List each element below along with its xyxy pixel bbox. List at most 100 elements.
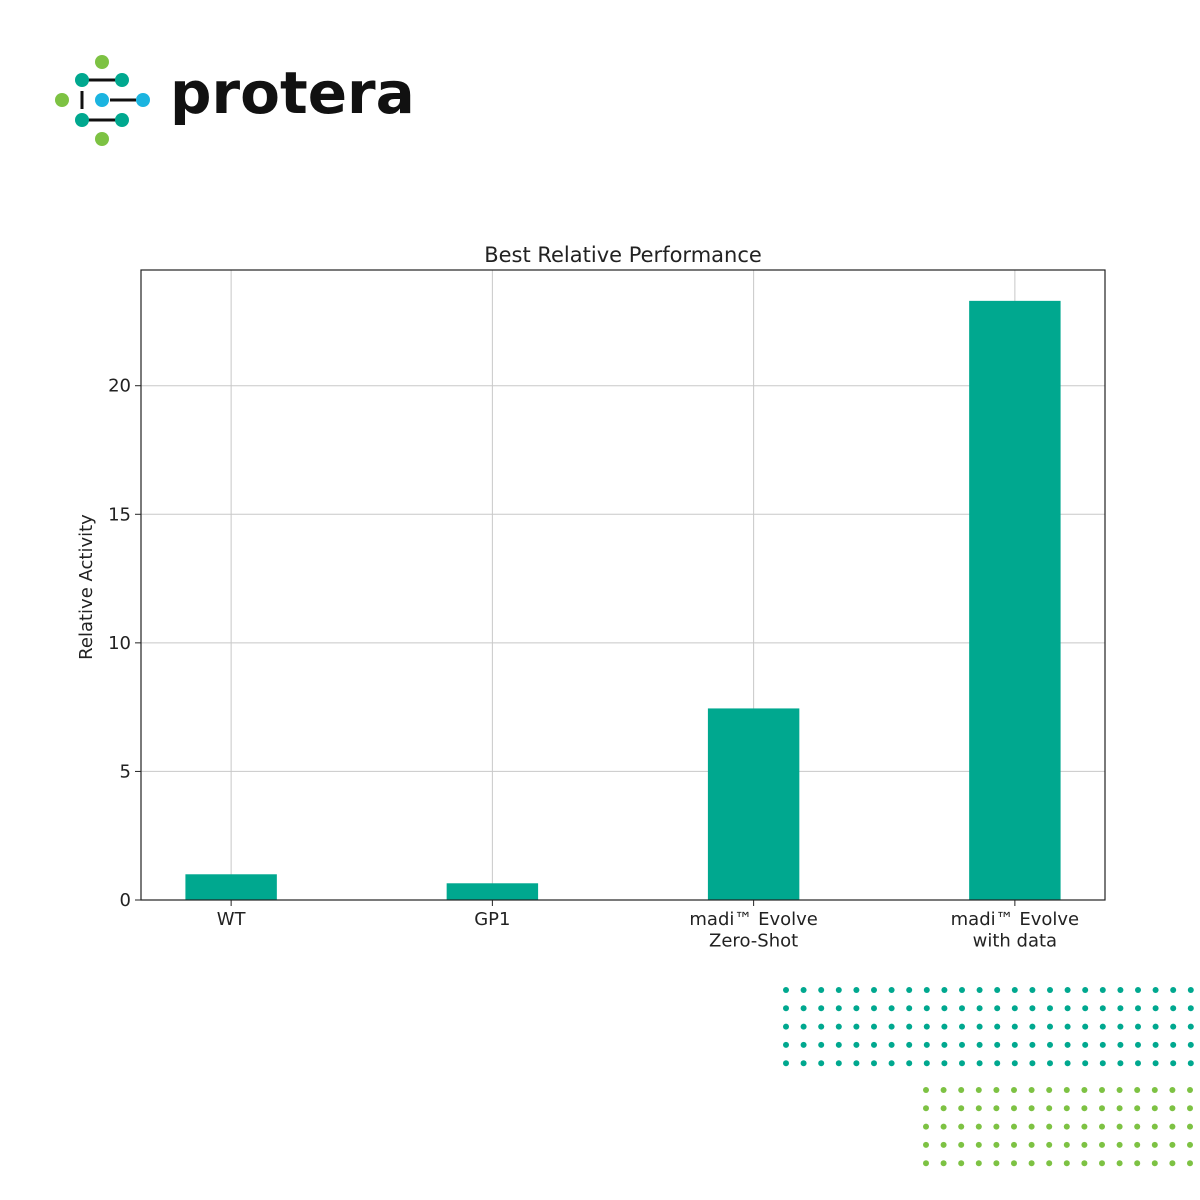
decor-dot <box>1151 1160 1158 1167</box>
decor-dot <box>1170 1005 1177 1012</box>
decor-dot <box>959 1041 965 1048</box>
decor-dot <box>1134 1087 1141 1093</box>
decor-dot <box>923 1023 930 1030</box>
decor-dot <box>906 1041 913 1048</box>
decor-dot <box>906 1023 913 1030</box>
decor-dot <box>1169 1123 1176 1130</box>
decor-dot <box>1082 1005 1089 1012</box>
decor-dot <box>993 1160 1000 1167</box>
decor-dot <box>994 1041 1001 1048</box>
decor-dot <box>835 1005 842 1012</box>
decor-dot <box>906 1005 913 1012</box>
decor-dot <box>1028 1105 1035 1112</box>
decor-dot <box>1152 987 1159 993</box>
decor-dot <box>800 1023 807 1030</box>
decor-dot <box>1011 1023 1018 1030</box>
decor-dot <box>1134 1105 1141 1112</box>
decor-dot <box>959 987 965 993</box>
decor-dot <box>1011 1141 1017 1148</box>
decor-dot <box>1064 1060 1071 1067</box>
decor-dot <box>975 1141 982 1148</box>
decor-dot <box>1187 987 1194 993</box>
decor-dot <box>1135 1060 1141 1067</box>
decor-dot <box>940 1160 947 1167</box>
decor-dot <box>1046 1105 1053 1112</box>
decor-dot <box>853 987 860 993</box>
decor-dot <box>975 1105 982 1112</box>
decor-dot <box>1187 1160 1193 1167</box>
decor-dot <box>941 987 948 993</box>
decor-dot <box>1011 1041 1018 1048</box>
decor-dot <box>994 1005 1001 1012</box>
decor-dot <box>1099 1105 1105 1112</box>
decor-dot <box>1047 1041 1053 1048</box>
decor-dot <box>1011 987 1018 993</box>
decor-dot <box>1047 987 1053 993</box>
decor-dot <box>1099 987 1106 993</box>
decor-dot <box>800 1005 807 1012</box>
decor-dot <box>1099 1087 1105 1093</box>
decor-dot <box>958 1160 965 1167</box>
decor-dot <box>1011 1160 1017 1167</box>
x-tick-label: madi™ Evolve Zero-Shot <box>689 909 817 952</box>
decor-dot <box>1116 1105 1123 1112</box>
decor-dot <box>871 987 877 993</box>
decor-dot <box>1187 1023 1194 1030</box>
decor-dot <box>1117 987 1124 993</box>
decor-dot <box>1011 1060 1018 1067</box>
decor-dot <box>800 987 807 993</box>
decor-dot <box>959 1060 965 1067</box>
decor-dot <box>976 1023 983 1030</box>
decor-dot <box>975 1123 982 1130</box>
decor-dot <box>818 1005 825 1012</box>
decor-dot <box>1063 1087 1070 1093</box>
decor-dot <box>818 1023 825 1030</box>
decor-dot <box>941 1005 948 1012</box>
decor-dot <box>976 987 983 993</box>
decor-dot <box>800 1041 807 1048</box>
decor-dot <box>1151 1087 1158 1093</box>
decor-dot <box>1081 1105 1088 1112</box>
y-tick-label: 20 <box>108 376 131 397</box>
decor-dot <box>1169 1141 1176 1148</box>
decor-dot <box>976 1041 983 1048</box>
decor-dot <box>1117 1005 1124 1012</box>
decor-dot <box>975 1160 982 1167</box>
decor-dot <box>1099 1023 1106 1030</box>
plot-frame <box>140 269 1106 901</box>
decor-dot <box>1064 1023 1071 1030</box>
decor-dot <box>975 1087 982 1093</box>
decor-dot <box>1029 1023 1036 1030</box>
decor-dot <box>818 987 825 993</box>
decor-dot <box>1099 1141 1105 1148</box>
decor-dot <box>958 1141 965 1148</box>
decor-dot <box>993 1087 1000 1093</box>
decor-dot <box>958 1123 965 1130</box>
decor-dot <box>923 1087 929 1093</box>
decor-dot <box>1116 1141 1123 1148</box>
decor-dot <box>1064 987 1071 993</box>
decor-dot <box>1169 1105 1176 1112</box>
decor-dot <box>783 1060 789 1067</box>
decor-dot <box>888 1060 895 1067</box>
chart-title: Best Relative Performance <box>484 243 762 267</box>
decor-dot <box>976 1060 983 1067</box>
decor-dot <box>1151 1105 1158 1112</box>
decor-dot <box>1064 1041 1071 1048</box>
decor-dot <box>1116 1087 1123 1093</box>
decor-dot <box>1046 1087 1053 1093</box>
decor-dot <box>906 1060 913 1067</box>
decor-dot <box>1187 1005 1194 1012</box>
decor-dot <box>1046 1141 1053 1148</box>
decor-dot <box>871 1023 877 1030</box>
decor-dot <box>1135 1041 1141 1048</box>
decor-dot <box>976 1005 983 1012</box>
decor-dot <box>1047 1023 1053 1030</box>
decor-dot <box>1170 987 1177 993</box>
bar <box>969 300 1061 900</box>
decor-dot <box>1029 987 1036 993</box>
decor-dot <box>923 1105 929 1112</box>
decor-dot <box>1134 1160 1141 1167</box>
decor-dot <box>1135 987 1141 993</box>
